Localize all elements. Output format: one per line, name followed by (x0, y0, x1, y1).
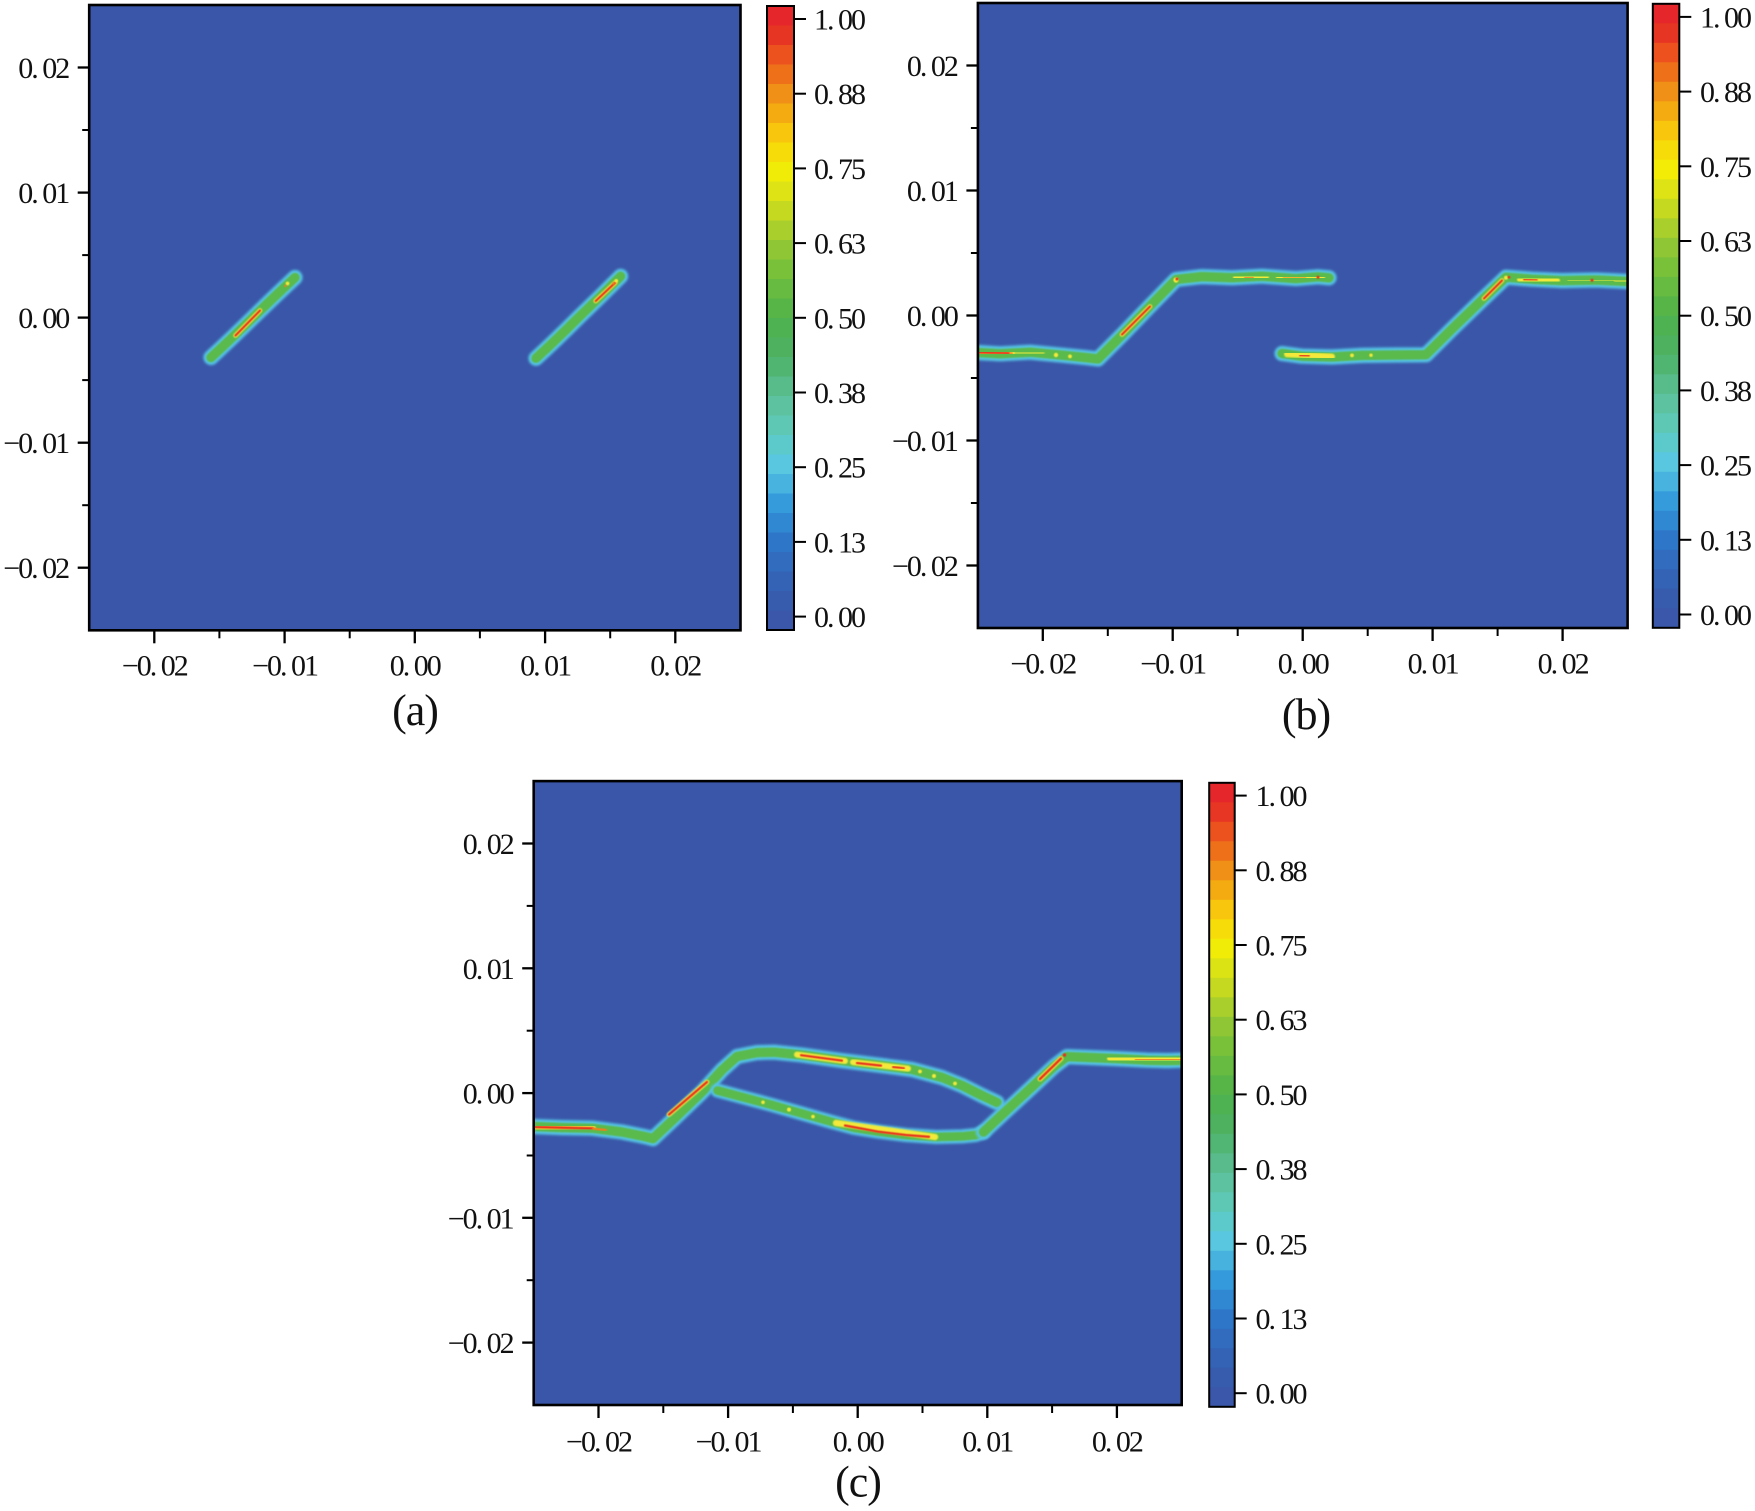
svg-text:−0. 02: −0. 02 (3, 552, 69, 585)
svg-text:1. 00: 1. 00 (1700, 1, 1751, 34)
svg-text:0. 00: 0. 00 (907, 300, 958, 333)
svg-text:0. 25: 0. 25 (814, 452, 865, 485)
svg-text:0. 00: 0. 00 (833, 1426, 884, 1459)
svg-text:−0. 01: −0. 01 (1140, 648, 1206, 681)
svg-text:−0. 02: −0. 02 (448, 1327, 514, 1360)
svg-text:(c): (c) (835, 1458, 881, 1507)
svg-text:(b): (b) (1282, 690, 1330, 739)
svg-text:−0. 02: −0. 02 (892, 550, 958, 583)
svg-text:0. 00: 0. 00 (814, 601, 865, 634)
svg-text:0. 00: 0. 00 (390, 650, 441, 683)
svg-text:0. 00: 0. 00 (1278, 648, 1329, 681)
svg-text:0. 02: 0. 02 (1538, 648, 1589, 681)
svg-text:0. 50: 0. 50 (814, 302, 865, 335)
svg-text:0. 63: 0. 63 (1256, 1004, 1307, 1037)
svg-text:−0. 02: −0. 02 (122, 650, 188, 683)
svg-text:0. 02: 0. 02 (907, 50, 958, 83)
svg-text:0. 88: 0. 88 (1700, 76, 1751, 109)
svg-text:−0. 01: −0. 01 (448, 1202, 514, 1235)
svg-text:0. 13: 0. 13 (1256, 1303, 1307, 1336)
svg-text:−0. 01: −0. 01 (892, 425, 958, 458)
svg-text:0. 38: 0. 38 (814, 377, 865, 410)
svg-text:−0. 01: −0. 01 (696, 1426, 762, 1459)
svg-text:0. 01: 0. 01 (1408, 648, 1459, 681)
svg-text:−0. 02: −0. 02 (1010, 648, 1076, 681)
svg-text:0. 00: 0. 00 (1700, 599, 1751, 632)
svg-text:0. 38: 0. 38 (1700, 375, 1751, 408)
svg-text:0. 02: 0. 02 (1092, 1426, 1143, 1459)
svg-text:−0. 02: −0. 02 (566, 1426, 632, 1459)
svg-text:0. 02: 0. 02 (650, 650, 701, 683)
svg-text:−0. 01: −0. 01 (3, 427, 69, 460)
svg-text:0. 88: 0. 88 (814, 78, 865, 111)
svg-text:0. 75: 0. 75 (814, 153, 865, 186)
svg-text:0. 01: 0. 01 (962, 1426, 1013, 1459)
svg-text:0. 50: 0. 50 (1256, 1079, 1307, 1112)
svg-text:0. 50: 0. 50 (1700, 300, 1751, 333)
svg-text:0. 01: 0. 01 (463, 953, 514, 986)
svg-text:1. 00: 1. 00 (814, 4, 865, 37)
svg-text:0. 00: 0. 00 (18, 302, 69, 335)
svg-text:0. 13: 0. 13 (814, 526, 865, 559)
svg-text:0. 75: 0. 75 (1700, 151, 1751, 184)
svg-text:0. 01: 0. 01 (520, 650, 571, 683)
svg-text:0. 75: 0. 75 (1256, 930, 1307, 963)
svg-text:−0. 01: −0. 01 (252, 650, 318, 683)
svg-text:0. 00: 0. 00 (1256, 1378, 1307, 1411)
svg-text:1. 00: 1. 00 (1256, 780, 1307, 813)
svg-text:0. 63: 0. 63 (814, 228, 865, 261)
svg-text:0. 25: 0. 25 (1700, 450, 1751, 483)
svg-text:0. 25: 0. 25 (1256, 1228, 1307, 1261)
svg-text:0. 38: 0. 38 (1256, 1154, 1307, 1187)
svg-text:0. 01: 0. 01 (907, 175, 958, 208)
svg-text:0. 02: 0. 02 (18, 52, 69, 85)
svg-text:0. 88: 0. 88 (1256, 855, 1307, 888)
svg-text:0. 63: 0. 63 (1700, 226, 1751, 259)
svg-text:0. 00: 0. 00 (463, 1078, 514, 1111)
svg-text:(a): (a) (392, 686, 438, 735)
svg-text:0. 13: 0. 13 (1700, 524, 1751, 557)
svg-text:0. 02: 0. 02 (463, 828, 514, 861)
svg-text:0. 01: 0. 01 (18, 177, 69, 210)
